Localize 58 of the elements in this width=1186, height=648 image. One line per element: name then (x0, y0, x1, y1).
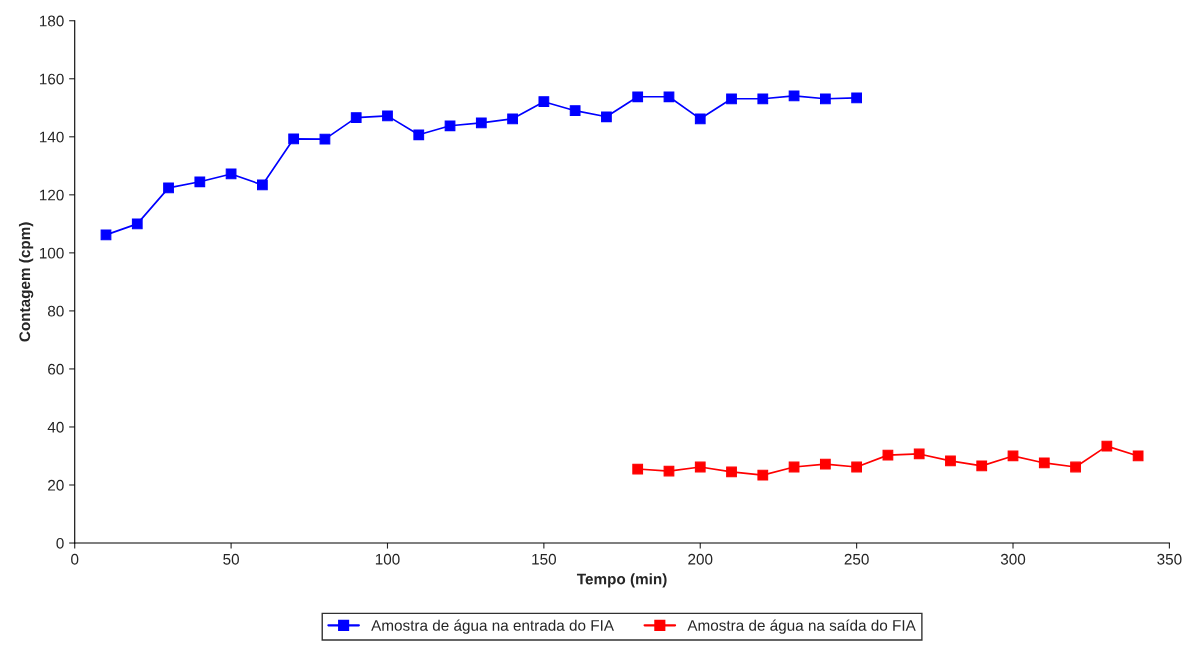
point (1070, 461, 1081, 473)
point (475, 117, 487, 129)
y-tick-label: 180 (39, 15, 64, 27)
point (444, 120, 456, 132)
point (726, 93, 737, 105)
y-tick-label: 120 (39, 189, 64, 201)
point (319, 133, 331, 145)
y-tick-label: 60 (48, 363, 64, 375)
x-tick-label: 300 (1000, 553, 1026, 565)
point (694, 461, 706, 473)
point (413, 129, 425, 141)
point (819, 93, 831, 105)
y-tick-label: 0 (56, 537, 64, 549)
point (757, 93, 769, 105)
point (632, 91, 644, 103)
point (851, 461, 863, 473)
point (131, 218, 143, 230)
point (1038, 457, 1050, 469)
point (288, 133, 300, 145)
point (538, 96, 550, 108)
point (913, 448, 925, 460)
point (257, 179, 268, 191)
legend-label: Amostra de água na entrada do FIA (371, 619, 614, 634)
x-tick-label: 200 (688, 553, 713, 565)
point (945, 455, 956, 467)
x-tick-label: 250 (844, 553, 869, 565)
point (507, 113, 518, 125)
point (632, 463, 644, 475)
y-tick-label: 160 (39, 73, 64, 85)
legend-label: Amostra de água na saída do FIA (687, 619, 916, 634)
point (350, 112, 362, 124)
x-axis-title: Tempo (min) (576, 573, 667, 588)
x-tick-label: 150 (532, 553, 557, 565)
point (819, 458, 831, 470)
point (1132, 450, 1144, 462)
point (100, 229, 112, 241)
point (1101, 440, 1113, 452)
y-tick-label: 100 (39, 247, 64, 259)
point (569, 105, 581, 117)
point (851, 92, 863, 104)
point (601, 111, 612, 123)
point (694, 113, 706, 125)
point (382, 110, 393, 122)
point (726, 466, 737, 478)
x-tick-label: 50 (223, 553, 239, 565)
point (163, 182, 174, 194)
x-tick-label: 0 (71, 553, 79, 565)
point (757, 469, 769, 481)
point (663, 91, 675, 103)
y-axis-title: Contagem (cpm) (18, 222, 34, 342)
y-tick-label: 40 (47, 421, 64, 433)
x-tick-label: 350 (1157, 553, 1182, 565)
y-tick-label: 140 (39, 131, 64, 143)
y-tick-label: 80 (47, 305, 64, 317)
point (194, 176, 206, 188)
y-tick-label: 20 (48, 479, 64, 491)
x-tick-label: 100 (375, 553, 400, 565)
point (976, 460, 988, 472)
